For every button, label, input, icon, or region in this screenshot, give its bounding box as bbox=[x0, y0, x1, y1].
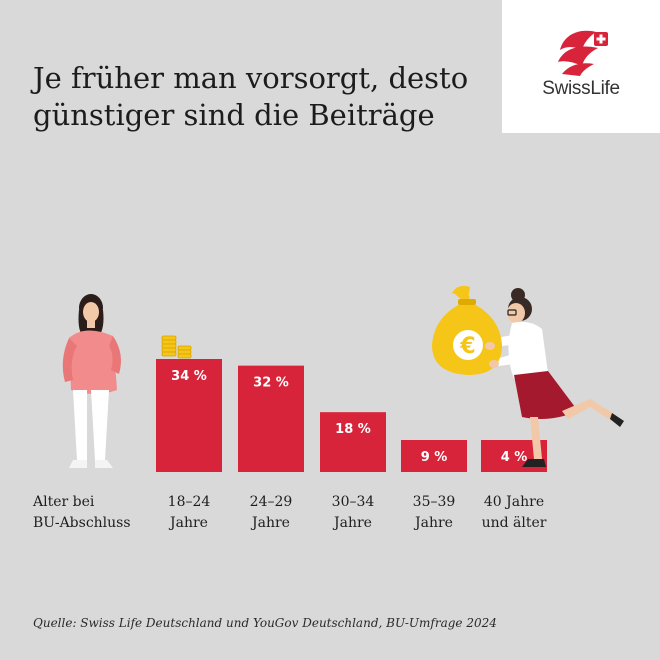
bar-value-label-3: 18 % bbox=[335, 422, 371, 437]
woman-with-money-bag-icon: € bbox=[432, 285, 624, 467]
category-label-line: Jahre bbox=[334, 515, 372, 531]
category-label-line: Jahre bbox=[170, 515, 208, 531]
euro-money-bag-icon: € bbox=[432, 285, 502, 375]
title-line-2: günstiger sind die Beiträge bbox=[33, 98, 435, 132]
coin-stack-icon bbox=[161, 335, 192, 359]
category-label-line: 24–29 bbox=[249, 494, 293, 510]
axis-label-line-2: BU-Abschluss bbox=[33, 515, 131, 531]
category-label-line: Jahre bbox=[415, 515, 453, 531]
axis-label: Alter bei BU-Abschluss bbox=[33, 492, 153, 534]
category-label-line: Jahre bbox=[252, 515, 290, 531]
bar-4 bbox=[401, 440, 467, 472]
axis-label-line-1: Alter bei bbox=[33, 494, 95, 510]
page-title: Je früher man vorsorgt, desto günstiger … bbox=[33, 60, 493, 134]
bar-1 bbox=[156, 359, 222, 472]
bar-value-label-4: 9 % bbox=[421, 450, 448, 465]
category-label-line: 30–34 bbox=[331, 494, 375, 510]
bar-value-label-1: 34 % bbox=[171, 369, 207, 384]
bar-2 bbox=[238, 365, 304, 472]
category-label-line: 18–24 bbox=[167, 494, 211, 510]
category-label-line: 35–39 bbox=[412, 494, 456, 510]
category-label-3: 30–34 Jahre bbox=[298, 492, 408, 534]
bar-3 bbox=[320, 412, 386, 472]
bar-value-label-2: 32 % bbox=[253, 376, 289, 391]
svg-text:€: € bbox=[459, 334, 475, 359]
bar-value-label-5: 4 % bbox=[501, 450, 528, 465]
category-label-line: und älter bbox=[481, 515, 547, 531]
swisslife-flag-logo-icon bbox=[558, 30, 608, 76]
category-label-5: 40 Jahre und älter bbox=[459, 492, 569, 534]
logo-wordmark: SwissLife bbox=[542, 78, 620, 99]
young-woman-standing-icon bbox=[62, 294, 121, 468]
category-label-1: 18–24 Jahre bbox=[134, 492, 244, 534]
source-note: Quelle: Swiss Life Deutschland und YouGo… bbox=[33, 616, 497, 630]
brand-logo: SwissLife bbox=[502, 0, 660, 133]
category-label-line: 40 Jahre bbox=[483, 494, 545, 510]
category-label-2: 24–29 Jahre bbox=[216, 492, 326, 534]
title-line-1: Je früher man vorsorgt, desto bbox=[33, 61, 469, 95]
category-label-4: 35–39 Jahre bbox=[379, 492, 489, 534]
